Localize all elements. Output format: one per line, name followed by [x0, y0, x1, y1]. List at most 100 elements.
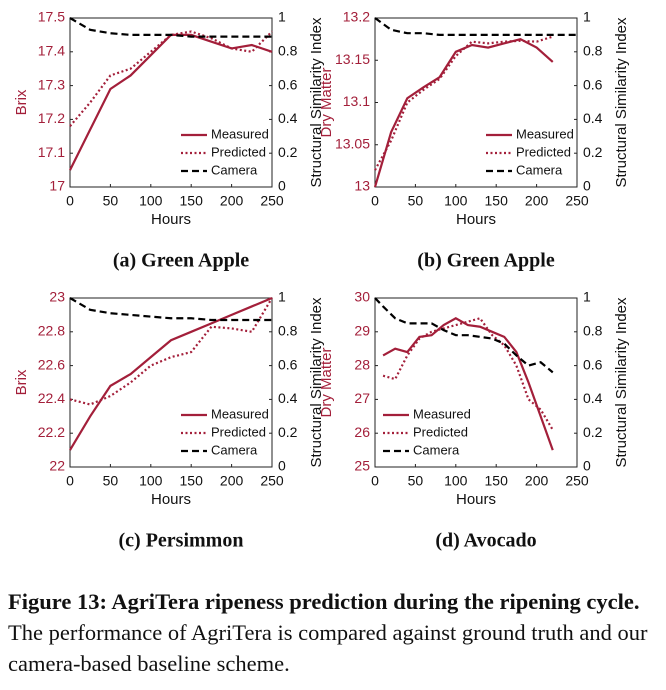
legend-label: Predicted: [211, 144, 266, 159]
y2-axis-label: Structural Similarity Index: [308, 17, 325, 188]
y2-tick-label: 1: [278, 289, 286, 305]
y-tick-label: 13.05: [335, 135, 370, 151]
y2-tick-label: 0.2: [278, 424, 298, 440]
y-tick-label: 17.4: [38, 43, 65, 59]
y-axis-label: Dry Matter: [318, 347, 335, 417]
x-tick-label: 100: [139, 473, 163, 489]
series-line: [69, 297, 272, 322]
legend-label: Camera: [211, 442, 258, 457]
y2-tick-label: 0.6: [583, 76, 603, 92]
y2-tick-label: 0.4: [583, 110, 603, 126]
legend-label: Predicted: [211, 424, 266, 439]
legend-label: Measured: [413, 406, 471, 421]
x-tick-label: 150: [180, 193, 204, 209]
y-tick-label: 30: [354, 289, 370, 305]
y2-axis-label: Structural Similarity Index: [613, 17, 630, 188]
y2-tick-label: 0: [278, 178, 286, 194]
y2-tick-label: 0: [583, 458, 591, 474]
y-tick-label: 29: [354, 323, 370, 339]
y-tick-label: 26: [354, 424, 370, 440]
y2-tick-label: 0.6: [278, 356, 298, 372]
y-tick-label: 22.2: [38, 424, 65, 440]
caption-text: The performance of AgriTera is compared …: [8, 620, 648, 676]
subfigure-caption: (b) Green Apple: [417, 250, 555, 272]
y-tick-label: 28: [354, 356, 370, 372]
legend-label: Measured: [211, 406, 269, 421]
plot-frame: [374, 297, 578, 468]
plot-frame: [69, 297, 273, 468]
y-tick-label: 17.3: [38, 76, 65, 92]
x-tick-label: 250: [565, 473, 589, 489]
x-tick-label: 100: [444, 473, 468, 489]
legend-label: Measured: [211, 126, 269, 141]
x-tick-label: 0: [371, 193, 379, 209]
y2-tick-label: 0: [278, 458, 286, 474]
x-tick-label: 150: [485, 193, 509, 209]
y-tick-label: 17.1: [38, 144, 65, 160]
legend-label: Camera: [516, 162, 563, 177]
plot-frame: [69, 17, 273, 188]
x-tick-label: 200: [220, 473, 244, 489]
x-axis-label: Hours: [456, 491, 496, 508]
x-tick-label: 100: [139, 193, 163, 209]
y-tick-label: 17.5: [38, 9, 65, 25]
y-tick-label: 22: [49, 458, 65, 474]
y2-axis-label: Structural Similarity Index: [308, 297, 325, 468]
y2-tick-label: 0: [583, 178, 591, 194]
y2-tick-label: 0.4: [278, 390, 298, 406]
legend-label: Predicted: [413, 424, 468, 439]
y2-tick-label: 0.2: [583, 424, 603, 440]
x-tick-label: 0: [371, 473, 379, 489]
x-tick-label: 200: [525, 193, 549, 209]
y2-tick-label: 0.2: [583, 144, 603, 160]
x-axis-label: Hours: [151, 211, 191, 228]
x-tick-label: 250: [260, 473, 284, 489]
x-tick-label: 200: [525, 473, 549, 489]
x-axis-label: Hours: [456, 211, 496, 228]
y2-tick-label: 1: [583, 289, 591, 305]
y-tick-label: 13.1: [343, 93, 370, 109]
y-tick-label: 17: [49, 178, 65, 194]
y2-tick-label: 0.8: [583, 43, 603, 59]
x-axis-label: Hours: [151, 491, 191, 508]
y-tick-label: 22.6: [38, 356, 65, 372]
series-line: [69, 296, 273, 451]
x-tick-label: 200: [220, 193, 244, 209]
x-tick-label: 0: [66, 473, 74, 489]
x-tick-label: 150: [485, 473, 509, 489]
y2-tick-label: 0.4: [583, 390, 603, 406]
series-line: [69, 17, 272, 38]
legend-label: Camera: [413, 442, 460, 457]
y-tick-label: 22.4: [38, 390, 65, 406]
y-tick-label: 13.2: [343, 9, 370, 25]
y-axis-label: Brix: [13, 89, 30, 115]
y2-tick-label: 0.6: [583, 356, 603, 372]
y2-tick-label: 0.8: [278, 43, 298, 59]
y-tick-label: 27: [354, 390, 370, 406]
x-tick-label: 50: [408, 473, 424, 489]
x-tick-label: 50: [408, 193, 424, 209]
x-tick-label: 250: [565, 193, 589, 209]
x-tick-label: 0: [66, 193, 74, 209]
figure-caption: Figure 13: AgriTera ripeness prediction …: [8, 586, 658, 679]
x-tick-label: 150: [180, 473, 204, 489]
y2-tick-label: 0.8: [278, 323, 298, 339]
y2-tick-label: 1: [278, 9, 286, 25]
legend-label: Predicted: [516, 144, 571, 159]
figure: 0 50 100 150 200 2501717.117.217.317.417.500.…: [13, 9, 630, 552]
y2-tick-label: 0.6: [278, 76, 298, 92]
y-tick-label: 23: [49, 289, 65, 305]
y-tick-label: 17.2: [38, 110, 65, 126]
series-line: [374, 297, 554, 374]
y2-tick-label: 0.8: [583, 323, 603, 339]
series-line: [374, 35, 554, 171]
legend-label: Camera: [211, 162, 258, 177]
x-tick-label: 50: [103, 193, 119, 209]
x-tick-label: 50: [103, 473, 119, 489]
x-tick-label: 100: [444, 193, 468, 209]
y2-axis-label: Structural Similarity Index: [613, 297, 630, 468]
y2-tick-label: 0.4: [278, 110, 298, 126]
x-tick-label: 250: [260, 193, 284, 209]
legend-label: Measured: [516, 126, 574, 141]
